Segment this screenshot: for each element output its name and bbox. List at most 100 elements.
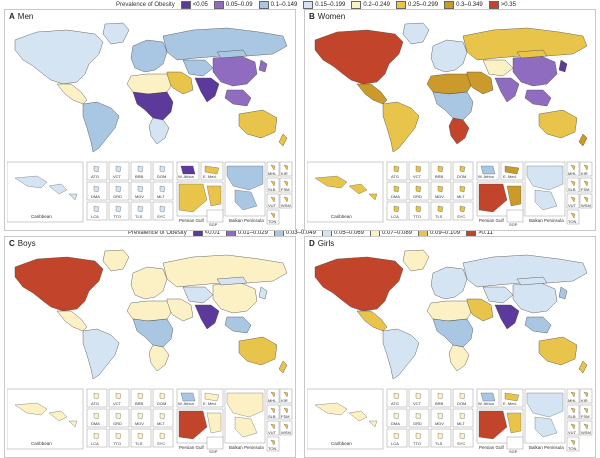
- region-seasia: [524, 316, 552, 334]
- island-shape: [459, 432, 466, 440]
- caribbean-inset: [307, 388, 384, 450]
- region-china: [512, 55, 558, 87]
- legend-item: 0.05–0.09: [213, 1, 253, 9]
- persian-gulf-land: [206, 412, 222, 434]
- inset-label: DOM: [157, 174, 166, 179]
- island-shape: [393, 412, 400, 420]
- e-med-land: [504, 392, 520, 402]
- inset-label: MLT: [457, 194, 465, 199]
- inset-label: E. Med.: [503, 401, 517, 406]
- pacific-inset: [279, 193, 293, 209]
- legend-swatch: [396, 1, 407, 9]
- inset-label: FSM: [581, 414, 589, 419]
- island-shape: [115, 165, 122, 173]
- inset-label: SLB: [268, 414, 276, 419]
- region-sa: [82, 328, 120, 380]
- island-shape: [393, 205, 400, 213]
- legend-item: 0.3–0.349: [444, 1, 483, 9]
- caribbean-land: [314, 402, 348, 416]
- legend-label: <0.01: [204, 230, 220, 236]
- region-sa: [82, 101, 120, 153]
- inset-row: Caribbean ATG VCT BRB DOM DMA GRD MDV MLT LCA TTO T…: [307, 388, 593, 454]
- legend-swatch: [444, 1, 455, 9]
- inset-label: SYC: [457, 214, 465, 219]
- persian-gulf-land: [506, 412, 522, 434]
- region-nz: [278, 360, 288, 374]
- inset-label: VCT: [413, 401, 422, 406]
- region-mongolia: [516, 276, 548, 286]
- island-shape: [137, 185, 144, 193]
- pacific-inset: [566, 420, 580, 436]
- world-map: [14, 249, 288, 380]
- persian-gulf-land: [178, 410, 208, 440]
- region-japan: [558, 59, 568, 73]
- legend-label: 0.03–0.049: [285, 230, 316, 236]
- island-shape: [159, 412, 166, 420]
- panel-letter: D: [309, 239, 315, 248]
- inset-label: KIR: [581, 171, 588, 176]
- inset-label: GRD: [413, 421, 422, 426]
- e-med-land: [204, 392, 220, 402]
- child-legend-title: Prevalence of Obesity: [128, 230, 187, 236]
- inset-label: SYC: [157, 214, 165, 219]
- region-safrica: [148, 117, 170, 145]
- inset-label: MDV: [135, 421, 144, 426]
- inset-label: LCA: [391, 214, 399, 219]
- inset-label: KIR: [281, 171, 288, 176]
- inset-label: Persian Gulf: [479, 445, 505, 450]
- inset-label: DMA: [91, 194, 100, 199]
- region-south_asia: [194, 77, 220, 103]
- pacific-shape: [583, 391, 589, 398]
- region-nafrica: [426, 300, 472, 322]
- inset-label: TON: [568, 219, 576, 224]
- pacific-inset: [566, 161, 580, 177]
- pacific-inset: [266, 436, 280, 452]
- region-europe: [430, 266, 468, 300]
- region-na: [314, 29, 404, 85]
- caribbean-land: [14, 175, 48, 189]
- panel-label: C Boys: [9, 239, 36, 248]
- legend-label: 0.15–0.199: [315, 2, 346, 8]
- inset-label: WSM: [281, 203, 291, 208]
- adult-legend-title: Prevalence of Obesity: [116, 2, 175, 8]
- persian-gulf-land: [506, 185, 522, 207]
- pacific-shape: [283, 423, 289, 430]
- caribbean-land: [14, 402, 48, 416]
- region-south_asia: [494, 77, 520, 103]
- inset-label: TLS: [435, 214, 443, 219]
- region-japan: [558, 286, 568, 300]
- region-safrica: [448, 117, 470, 145]
- inset-label: Persian Gulf: [179, 218, 205, 223]
- balkan-land: [234, 189, 258, 211]
- panel-letter: A: [9, 12, 15, 21]
- region-mongolia: [216, 276, 248, 286]
- inset-label: Balkan Peninsula: [229, 445, 264, 450]
- legend-item: 0.2–0.249: [351, 1, 390, 9]
- island-shape: [159, 205, 166, 213]
- inset-label: SLB: [568, 414, 576, 419]
- island-shape: [93, 392, 100, 400]
- region-ca: [356, 83, 388, 105]
- island-shape: [437, 165, 444, 173]
- region-casia: [182, 286, 214, 304]
- region-casia: [482, 286, 514, 304]
- island-shape: [415, 185, 422, 193]
- island-shape: [393, 185, 400, 193]
- inset-label: TLS: [435, 441, 443, 446]
- pacific-inset: [566, 436, 580, 452]
- island-shape: [93, 185, 100, 193]
- island-shape: [437, 432, 444, 440]
- inset-label: Persian Gulf: [479, 218, 505, 223]
- island-shape: [137, 392, 144, 400]
- e-med-land: [204, 165, 220, 175]
- region-sa: [382, 101, 420, 153]
- adult-legend: Prevalence of Obesity <0.05 0.05–0.09 0.1–…: [116, 1, 522, 9]
- inset-label: TON: [268, 446, 276, 451]
- inset-label: DOM: [457, 174, 466, 179]
- legend-swatch: [213, 1, 224, 9]
- region-nz: [578, 360, 588, 374]
- inset-label: VUT: [568, 203, 577, 208]
- pacific-inset: [566, 404, 580, 420]
- region-mongolia: [216, 49, 248, 59]
- inset-label: VCT: [113, 174, 122, 179]
